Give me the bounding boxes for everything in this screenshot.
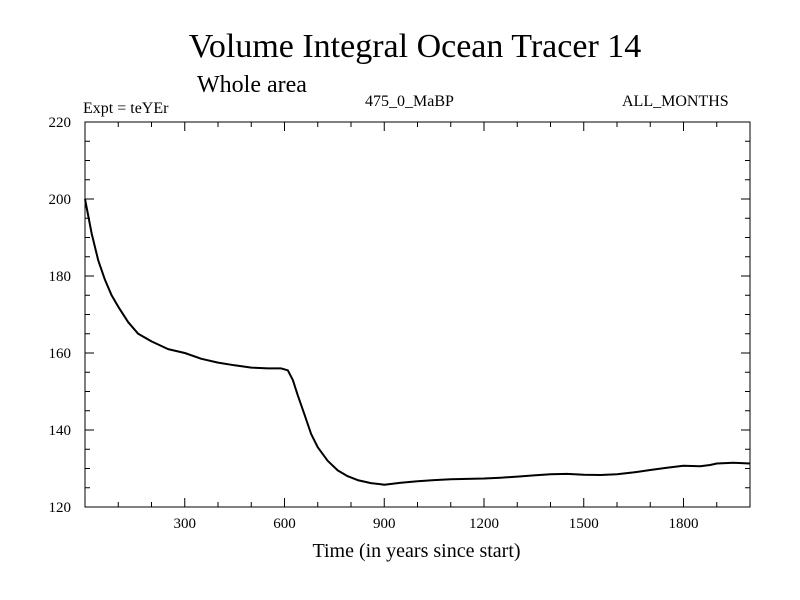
plot-frame [84, 121, 751, 508]
x-tick-label: 300 [174, 516, 197, 532]
chart-title: Volume Integral Ocean Tracer 14 [188, 28, 642, 65]
x-tick-label: 600 [273, 516, 296, 532]
period-label: ALL_MONTHS [622, 93, 729, 110]
experiment-name: 475_0_MaBP [365, 93, 454, 110]
y-tick-label: 200 [49, 192, 72, 208]
series-line-tracer14 [84, 198, 751, 486]
y-tick-label: 160 [49, 346, 72, 362]
x-tick-label: 1800 [669, 516, 699, 532]
y-tick-label: 180 [49, 269, 72, 285]
x-tick-label: 1200 [469, 516, 499, 532]
y-tick-label: 220 [49, 115, 72, 131]
x-axis-label: Time (in years since start) [312, 540, 521, 562]
experiment-label: Expt = teYEr [83, 100, 169, 117]
y-tick-label: 120 [49, 500, 72, 516]
y-tick-label: 140 [49, 423, 72, 439]
x-tick-label: 900 [373, 516, 396, 532]
chart-subtitle: Whole area [197, 72, 307, 98]
x-tick-label: 1500 [569, 516, 599, 532]
